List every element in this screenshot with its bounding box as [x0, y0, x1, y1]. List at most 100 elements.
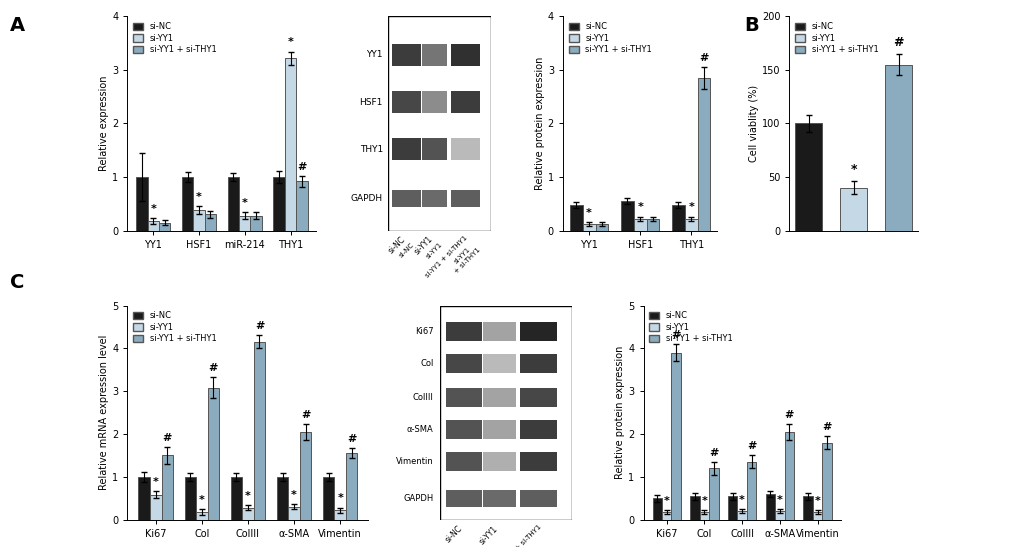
Bar: [421, 44, 447, 66]
Bar: [728, 496, 737, 520]
Text: *: *: [663, 496, 668, 506]
Bar: [450, 138, 479, 160]
Text: *: *: [153, 477, 159, 487]
Bar: [445, 452, 482, 472]
Bar: [421, 91, 447, 113]
Bar: [159, 223, 170, 230]
Text: si-YY1: si-YY1: [425, 241, 443, 260]
Y-axis label: Relative protein expression: Relative protein expression: [534, 57, 544, 190]
Text: #: #: [301, 410, 310, 420]
Text: si-YY1: si-YY1: [412, 235, 434, 257]
Legend: si-NC, si-YY1, si-YY1 + si-THY1: si-NC, si-YY1, si-YY1 + si-THY1: [647, 310, 734, 345]
Bar: [251, 216, 262, 230]
Bar: [284, 58, 296, 230]
Bar: [193, 210, 205, 230]
Bar: [646, 219, 658, 230]
Text: si-YY1 + si-THY1: si-YY1 + si-THY1: [424, 235, 468, 279]
Bar: [184, 477, 196, 520]
Text: *: *: [850, 163, 856, 176]
Bar: [520, 452, 556, 472]
Bar: [795, 124, 821, 230]
Bar: [483, 420, 516, 439]
Text: *: *: [776, 495, 782, 505]
Bar: [300, 432, 311, 520]
Bar: [684, 219, 697, 230]
Bar: [445, 420, 482, 439]
Bar: [774, 511, 784, 520]
Bar: [520, 420, 556, 439]
Text: #: #: [821, 422, 830, 432]
Text: *: *: [688, 202, 694, 212]
Bar: [690, 496, 699, 520]
Bar: [334, 510, 345, 520]
Text: GAPDH: GAPDH: [404, 494, 433, 503]
Bar: [139, 477, 150, 520]
Bar: [276, 477, 288, 520]
Bar: [161, 456, 173, 520]
Bar: [208, 388, 219, 520]
Bar: [570, 205, 582, 230]
Bar: [421, 138, 447, 160]
Bar: [699, 512, 708, 520]
Text: *: *: [242, 198, 248, 208]
Bar: [148, 221, 159, 230]
Text: si-NC: si-NC: [386, 235, 407, 255]
Y-axis label: Cell viablity (%): Cell viablity (%): [748, 85, 758, 162]
Bar: [136, 177, 148, 230]
Bar: [150, 495, 161, 520]
Bar: [821, 443, 830, 520]
Bar: [230, 477, 242, 520]
Text: #: #: [893, 36, 903, 49]
Text: #: #: [346, 434, 356, 444]
Text: si-YY1: si-YY1: [477, 524, 499, 546]
Text: si-YY1
+ si-THY1: si-YY1 + si-THY1: [448, 241, 481, 275]
Text: #: #: [746, 441, 755, 451]
Bar: [672, 205, 684, 230]
Text: YY1: YY1: [366, 50, 382, 60]
Text: ColIII: ColIII: [413, 393, 433, 402]
Bar: [671, 353, 680, 520]
Text: *: *: [245, 491, 251, 501]
Text: *: *: [637, 202, 643, 212]
Text: *: *: [337, 493, 342, 503]
Bar: [483, 490, 516, 507]
Text: #: #: [671, 330, 680, 340]
Text: *: *: [814, 496, 819, 506]
Text: *: *: [196, 191, 202, 202]
Bar: [450, 91, 479, 113]
Bar: [254, 342, 265, 520]
Bar: [520, 388, 556, 407]
Bar: [633, 219, 646, 230]
Bar: [803, 496, 812, 520]
Text: GAPDH: GAPDH: [351, 194, 382, 203]
Text: #: #: [162, 433, 172, 443]
Bar: [840, 188, 866, 230]
Text: #: #: [699, 53, 708, 63]
Bar: [421, 190, 447, 207]
Bar: [765, 494, 774, 520]
Text: HSF1: HSF1: [360, 97, 382, 107]
Bar: [323, 477, 334, 520]
Bar: [520, 322, 556, 341]
Bar: [582, 224, 595, 230]
Text: #: #: [708, 447, 717, 457]
Legend: si-NC, si-YY1, si-YY1 + si-THY1: si-NC, si-YY1, si-YY1 + si-THY1: [793, 21, 879, 56]
Bar: [483, 322, 516, 341]
Bar: [445, 354, 482, 373]
Bar: [812, 512, 821, 520]
Bar: [708, 468, 717, 520]
Bar: [746, 462, 755, 520]
Bar: [784, 432, 793, 520]
Bar: [450, 44, 479, 66]
Bar: [884, 65, 911, 230]
Bar: [621, 201, 633, 230]
Text: #: #: [784, 410, 793, 420]
Bar: [520, 490, 556, 507]
Legend: si-NC, si-YY1, si-YY1 + si-THY1: si-NC, si-YY1, si-YY1 + si-THY1: [567, 21, 653, 56]
Bar: [273, 177, 284, 230]
Bar: [483, 354, 516, 373]
Text: *: *: [287, 37, 293, 48]
Bar: [227, 177, 238, 230]
Text: *: *: [150, 204, 156, 214]
Legend: si-NC, si-YY1, si-YY1 + si-THY1: si-NC, si-YY1, si-YY1 + si-THY1: [131, 310, 218, 345]
